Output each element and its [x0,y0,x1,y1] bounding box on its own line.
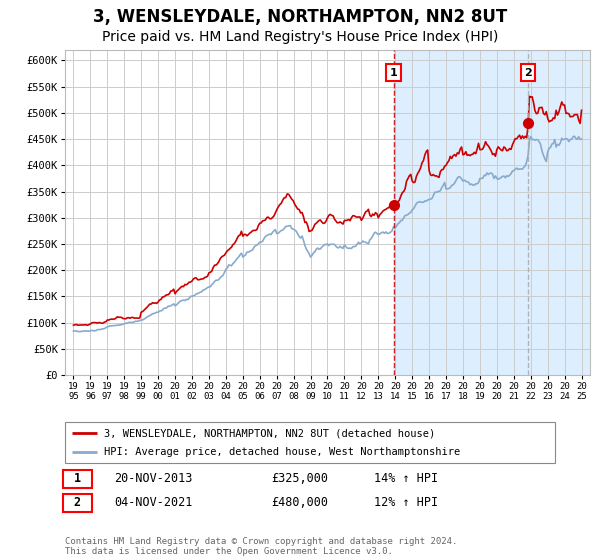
Text: 3, WENSLEYDALE, NORTHAMPTON, NN2 8UT (detached house): 3, WENSLEYDALE, NORTHAMPTON, NN2 8UT (de… [104,428,436,438]
Text: Contains HM Land Registry data © Crown copyright and database right 2024.
This d: Contains HM Land Registry data © Crown c… [65,536,457,556]
Text: 2: 2 [74,497,81,510]
FancyBboxPatch shape [62,469,92,488]
Text: 20-NOV-2013: 20-NOV-2013 [114,473,193,486]
Text: Price paid vs. HM Land Registry's House Price Index (HPI): Price paid vs. HM Land Registry's House … [102,30,498,44]
Text: 1: 1 [74,473,81,486]
Text: 2: 2 [524,68,532,78]
Text: 1: 1 [389,68,397,78]
Text: 04-NOV-2021: 04-NOV-2021 [114,497,193,510]
FancyBboxPatch shape [62,493,92,512]
Text: £480,000: £480,000 [271,497,328,510]
Text: HPI: Average price, detached house, West Northamptonshire: HPI: Average price, detached house, West… [104,446,460,456]
Text: 3, WENSLEYDALE, NORTHAMPTON, NN2 8UT: 3, WENSLEYDALE, NORTHAMPTON, NN2 8UT [93,8,507,26]
Text: 12% ↑ HPI: 12% ↑ HPI [374,497,438,510]
Text: £325,000: £325,000 [271,473,328,486]
Text: 14% ↑ HPI: 14% ↑ HPI [374,473,438,486]
Bar [394,50,590,375]
